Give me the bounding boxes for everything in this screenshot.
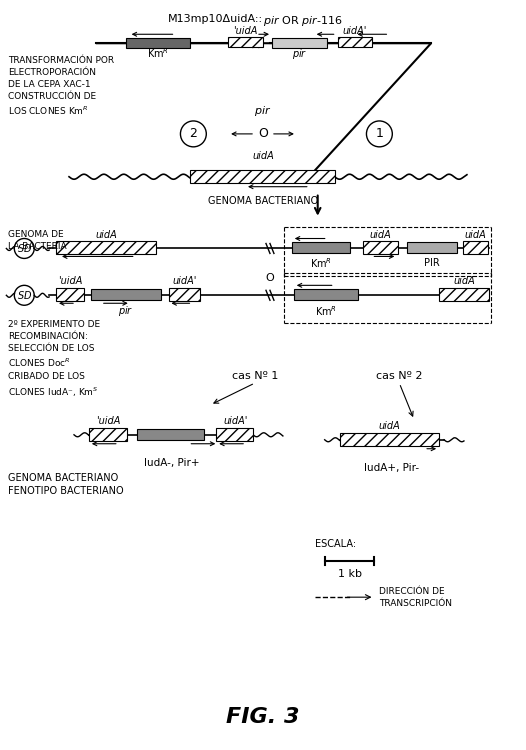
Text: M13mp10ΔuidA::: M13mp10ΔuidA:: <box>168 14 263 24</box>
Text: $\it{pir}$: $\it{pir}$ <box>292 47 308 62</box>
Bar <box>56 288 84 302</box>
Text: $\it{pir}$: $\it{pir}$ <box>118 304 134 318</box>
Text: ESCALA:: ESCALA: <box>315 539 356 550</box>
Text: cas Nº 1: cas Nº 1 <box>232 371 278 381</box>
Text: $\mathit{SD}$: $\mathit{SD}$ <box>17 242 32 254</box>
Text: uidA': uidA' <box>223 416 247 426</box>
Bar <box>294 290 359 300</box>
Text: Km$^R$: Km$^R$ <box>310 256 332 270</box>
Bar <box>137 429 204 439</box>
Text: GENOMA BACTERIANO: GENOMA BACTERIANO <box>208 196 318 206</box>
Bar <box>56 242 156 254</box>
Text: uidA: uidA <box>453 276 475 286</box>
Text: 2º EXPERIMENTO DE
RECOMBINACIÓN:
SELECCIÓN DE LOS
CLONES Doc$^R$
CRIBADO DE LOS
: 2º EXPERIMENTO DE RECOMBINACIÓN: SELECCI… <box>8 320 100 399</box>
Bar <box>228 38 263 47</box>
Bar <box>340 433 439 445</box>
Text: DIRECCIÓN DE
TRANSCRIPCIÓN: DIRECCIÓN DE TRANSCRIPCIÓN <box>379 586 452 608</box>
Text: IudA-, Pir+: IudA-, Pir+ <box>144 458 199 468</box>
Text: $\mathit{SD}$: $\mathit{SD}$ <box>17 290 32 302</box>
Text: GENOMA DE
LA BACTERIA: GENOMA DE LA BACTERIA <box>8 230 67 251</box>
Bar <box>126 38 190 48</box>
Bar <box>89 427 127 441</box>
Bar <box>292 242 350 254</box>
Text: 2: 2 <box>189 128 197 140</box>
Text: Km$^R$: Km$^R$ <box>147 46 168 60</box>
Bar <box>272 38 327 48</box>
Text: FIG. 3: FIG. 3 <box>226 706 300 727</box>
Text: uidA: uidA <box>252 151 274 160</box>
Text: uidA': uidA' <box>172 276 197 286</box>
Text: $\it{pir}$: $\it{pir}$ <box>255 104 271 118</box>
Text: O: O <box>258 128 268 140</box>
Text: PIR: PIR <box>424 259 440 268</box>
Bar <box>439 288 489 302</box>
Bar <box>463 242 488 254</box>
Bar <box>168 288 200 302</box>
Bar <box>190 170 335 183</box>
Text: uidA: uidA <box>369 230 391 239</box>
Text: 'uidA: 'uidA <box>58 276 82 286</box>
Text: 'uidA: 'uidA <box>96 416 120 426</box>
Bar <box>338 38 372 47</box>
Text: Km$^R$: Km$^R$ <box>315 304 337 318</box>
Text: 'uidA: 'uidA <box>233 26 257 36</box>
Bar <box>363 242 398 254</box>
Bar <box>91 290 160 300</box>
Bar <box>407 242 457 254</box>
Text: TRANSFORMACIÓN POR
ELECTROPORACIÓN
DE LA CEPA XAC-1
CONSTRUCCIÓN DE
LOS CLONES K: TRANSFORMACIÓN POR ELECTROPORACIÓN DE LA… <box>8 56 115 117</box>
Bar <box>216 427 253 441</box>
Text: GENOMA BACTERIANO
FENOTIPO BACTERIANO: GENOMA BACTERIANO FENOTIPO BACTERIANO <box>8 472 124 496</box>
Text: IudA+, Pir-: IudA+, Pir- <box>364 463 419 472</box>
Text: uidA': uidA' <box>342 26 367 36</box>
Text: cas Nº 2: cas Nº 2 <box>376 371 422 381</box>
Text: uidA: uidA <box>95 230 117 239</box>
Text: uidA: uidA <box>464 230 485 239</box>
Text: 1 kb: 1 kb <box>338 569 361 579</box>
Text: 1: 1 <box>376 128 383 140</box>
Text: $\it{pir}$ OR $\it{pir}$-116: $\it{pir}$ OR $\it{pir}$-116 <box>263 14 342 28</box>
Text: uidA: uidA <box>378 421 400 430</box>
Text: O: O <box>266 273 275 284</box>
